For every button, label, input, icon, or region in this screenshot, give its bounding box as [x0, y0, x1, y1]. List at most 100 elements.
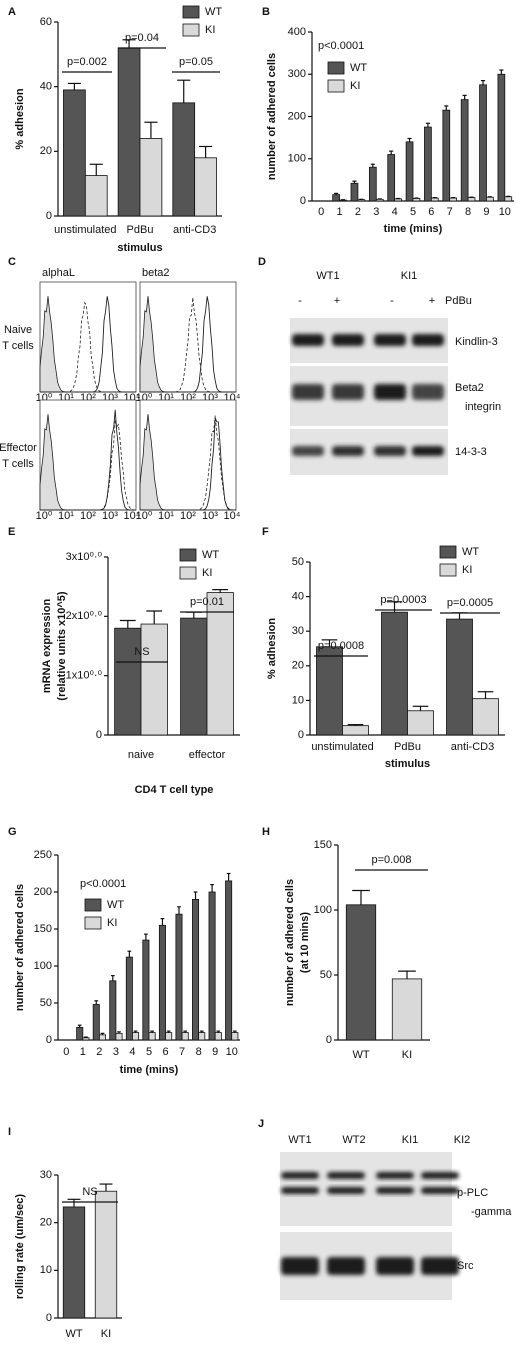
y-axis-title: % adhesion — [266, 618, 278, 679]
y-tick-label: 250 — [34, 849, 52, 861]
band-label: p-PLC — [457, 1187, 488, 1199]
x-tick-label: 10 — [499, 206, 511, 218]
bar — [368, 166, 377, 202]
x-tick-label: 10³ — [102, 510, 118, 522]
y-tick-label: 20 — [292, 660, 304, 672]
bar — [92, 1004, 100, 1041]
bar — [140, 623, 168, 736]
bar — [424, 126, 432, 202]
treatment-label: - — [390, 295, 394, 307]
band-label: Src — [457, 1260, 474, 1272]
bar — [442, 109, 451, 202]
bar — [192, 899, 200, 1041]
blot-band — [412, 446, 444, 456]
y-axis-title: number of adhered cells — [284, 879, 296, 1006]
x-tick-label: 1 — [80, 1046, 86, 1058]
x-tick-label: 7 — [179, 1046, 185, 1058]
x-tick-label: 10³ — [202, 510, 218, 522]
row-label: Effector — [0, 442, 37, 454]
y-tick-label: 300 — [288, 68, 306, 80]
treatment-label: + — [334, 295, 340, 307]
x-tick-label: 2 — [355, 206, 361, 218]
bar — [394, 198, 402, 202]
legend-swatch — [182, 23, 200, 37]
legend-swatch — [439, 545, 457, 559]
y-tick-label: 100 — [314, 904, 332, 916]
lane-label: WT1 — [288, 1134, 311, 1146]
y-tick-label: 1x10⁰·⁰ — [66, 670, 103, 682]
lane-label: KI1 — [402, 1134, 419, 1146]
blot-band — [292, 446, 324, 456]
x-tick-label: 3 — [373, 206, 379, 218]
x-tick-label: WT — [352, 1049, 369, 1061]
bar — [479, 84, 487, 202]
y-tick-label: 50 — [320, 969, 332, 981]
legend-swatch — [182, 5, 200, 19]
band-label: Beta2 — [455, 382, 484, 394]
y-tick-label: 10 — [292, 694, 304, 706]
x-tick-label: 5 — [146, 1046, 152, 1058]
y-axis-title: (relative units x10^5) — [56, 591, 68, 700]
band-label: integrin — [465, 401, 501, 413]
bar — [206, 592, 234, 736]
y-tick-label: 40 — [292, 591, 304, 603]
legend-swatch — [179, 548, 197, 562]
x-tick-label: 6 — [428, 206, 434, 218]
bar — [172, 102, 196, 217]
bar — [139, 137, 163, 217]
x-tick-label: 0 — [318, 206, 324, 218]
bar — [84, 175, 108, 217]
panel-letter: D — [258, 256, 266, 268]
x-tick-label: 9 — [483, 206, 489, 218]
x-axis-title: CD4 T cell type — [135, 784, 214, 796]
bar — [109, 980, 117, 1041]
x-tick-label: 4 — [129, 1046, 135, 1058]
bar — [94, 1190, 118, 1319]
blot-band — [332, 446, 364, 456]
panel-letter: I — [8, 1126, 11, 1138]
x-tick-label: 10⁴ — [224, 510, 241, 522]
bar — [225, 880, 233, 1041]
x-axis-title: stimulus — [117, 242, 162, 254]
x-axis-title: stimulus — [385, 758, 430, 770]
bar — [198, 1032, 206, 1041]
bar — [76, 1027, 84, 1041]
legend-swatch — [327, 79, 345, 93]
x-tick-label: PdBu — [127, 224, 154, 236]
x-tick-label: effector — [189, 749, 226, 761]
annotation: p=0.01 — [190, 596, 224, 608]
panel-letter: C — [8, 256, 16, 268]
bar — [62, 1206, 86, 1319]
x-tick-label: 0 — [63, 1046, 69, 1058]
row-label: T cells — [2, 458, 34, 470]
y-axis-title: (at 10 mins) — [299, 912, 311, 973]
bar — [407, 710, 434, 736]
bar — [208, 891, 216, 1041]
x-tick-label: 4 — [392, 206, 398, 218]
y-tick-label: 20 — [40, 145, 52, 157]
y-axis-title: % adhesion — [14, 88, 26, 149]
annotation: p=0.05 — [179, 56, 213, 68]
bar — [98, 1034, 106, 1041]
legend-label: WT — [202, 549, 219, 561]
x-tick-label: 8 — [465, 206, 471, 218]
y-axis-title: number of adhered cells — [266, 53, 278, 180]
bar — [125, 956, 133, 1041]
bar — [350, 182, 359, 202]
y-tick-label: 3x10⁰·⁰ — [66, 551, 103, 563]
bar — [504, 196, 513, 202]
bar — [449, 197, 458, 202]
y-tick-label: 0 — [96, 729, 102, 741]
y-tick-label: 100 — [288, 153, 306, 165]
panel-letter: J — [258, 1118, 264, 1130]
y-tick-label: 40 — [40, 81, 52, 93]
x-tick-label: 10 — [226, 1046, 238, 1058]
bar — [460, 99, 469, 202]
wt-histogram — [140, 296, 236, 393]
x-tick-label: 10² — [80, 510, 96, 522]
legend-swatch — [439, 563, 457, 577]
x-tick-label: KI — [402, 1049, 412, 1061]
x-tick-label: 5 — [410, 206, 416, 218]
x-tick-label: 6 — [162, 1046, 168, 1058]
blot-band — [281, 1187, 319, 1194]
